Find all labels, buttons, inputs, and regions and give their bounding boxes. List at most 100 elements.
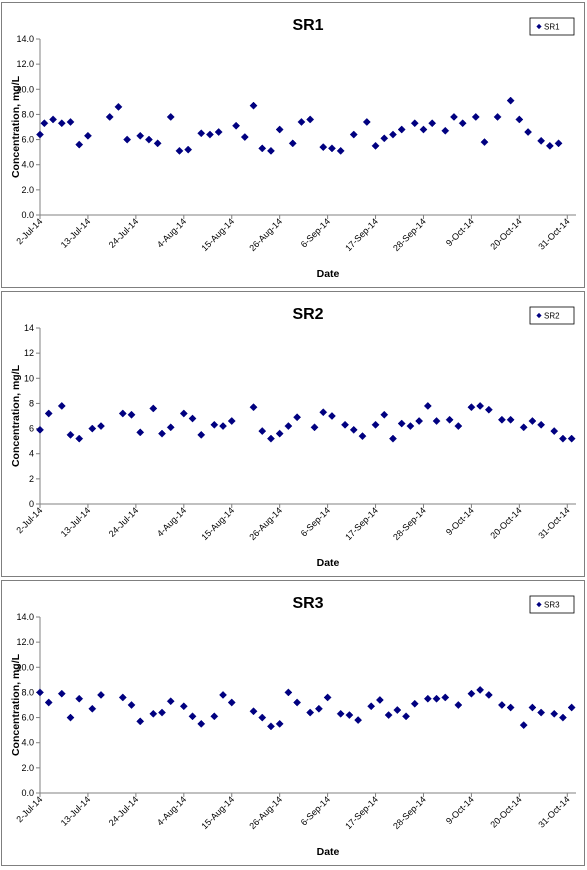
data-point: [441, 126, 450, 135]
x-axis-label: Date: [317, 557, 340, 569]
data-point: [432, 417, 441, 425]
y-tick-label: 8.0: [21, 687, 34, 697]
data-point: [197, 430, 206, 439]
data-point: [166, 112, 175, 121]
data-point: [484, 405, 493, 414]
data-point: [367, 702, 376, 711]
data-point: [550, 427, 559, 436]
legend-marker: [536, 23, 542, 30]
data-point: [354, 716, 363, 725]
data-point: [397, 419, 406, 428]
data-point: [410, 699, 419, 708]
data-point: [476, 685, 485, 694]
data-point: [118, 409, 127, 418]
data-point: [375, 696, 384, 704]
data-point: [389, 434, 397, 443]
y-tick-label: 12.0: [16, 59, 34, 69]
data-point: [454, 701, 463, 709]
x-tick-label: 2-Jul-14: [14, 794, 44, 824]
y-axis-label: Concentration, mg/L: [10, 653, 22, 756]
data-point: [57, 119, 66, 128]
data-point: [288, 139, 297, 148]
data-point: [57, 401, 66, 410]
data-point: [310, 423, 319, 432]
legend-label: SR1: [544, 23, 560, 32]
data-point: [153, 139, 162, 148]
data-point: [105, 112, 114, 121]
data-point: [210, 712, 219, 721]
legend-box: [529, 306, 575, 325]
x-tick-label: 6-Sep-14: [299, 794, 332, 827]
x-tick-label: 15-Aug-14: [199, 216, 236, 253]
data-point: [567, 434, 576, 443]
y-tick-label: 8.0: [21, 109, 34, 119]
data-point: [57, 689, 66, 698]
data-point: [36, 130, 44, 139]
data-point: [249, 403, 258, 412]
y-tick-label: 2.0: [21, 185, 34, 195]
x-tick-label: 26-Aug-14: [247, 794, 284, 831]
x-tick-label: 4-Aug-14: [155, 505, 188, 538]
chart-svg-sr1: SR1 0.0 2.0 4.0 6.0 8.0 10.0 12.0 14.0 2-Jul-14 13…: [10, 17, 576, 280]
data-point: [166, 423, 175, 432]
data-point: [66, 118, 75, 126]
x-tick-label: 24-Jul-14: [107, 505, 141, 539]
x-tick-label: 31-Oct-14: [536, 216, 571, 251]
y-tick-label: 6.0: [21, 135, 34, 145]
y-tick-label: 4.0: [21, 160, 34, 170]
data-point: [519, 721, 528, 730]
data-point: [328, 144, 336, 153]
data-point: [293, 413, 302, 422]
data-point: [323, 693, 332, 702]
data-point: [149, 709, 158, 718]
data-point: [205, 130, 214, 139]
data-point: [197, 129, 206, 138]
data-point: [297, 118, 306, 126]
data-point: [114, 102, 123, 111]
legend-marker: [536, 312, 542, 319]
y-tick-label: 8: [29, 398, 34, 408]
data-point: [319, 143, 328, 152]
x-tick-label: 9-Oct-14: [444, 794, 476, 826]
data-point: [118, 693, 127, 702]
data-point: [136, 428, 145, 437]
x-tick-label: 2-Jul-14: [14, 216, 44, 246]
x-tick-label: 9-Oct-14: [444, 216, 476, 248]
y-tick-label: 0.0: [21, 210, 34, 220]
x-tick-label: 26-Aug-14: [247, 216, 284, 253]
data-point: [232, 121, 241, 130]
data-point: [493, 112, 502, 121]
data-point: [179, 409, 188, 418]
data-point: [458, 119, 467, 128]
legend-label: SR3: [544, 601, 560, 610]
x-tick-label: 20-Oct-14: [488, 216, 523, 251]
y-tick-label: 0: [29, 499, 34, 509]
data-point: [293, 698, 302, 707]
data-point: [36, 425, 44, 434]
data-point: [227, 417, 236, 425]
x-tick-label: 15-Aug-14: [199, 505, 236, 542]
data-point: [423, 401, 432, 410]
data-point: [127, 410, 136, 419]
x-tick-label: 2-Jul-14: [14, 505, 44, 535]
x-tick-label: 28-Sep-14: [391, 216, 428, 253]
data-point: [484, 690, 493, 699]
data-point: [219, 422, 227, 431]
y-tick-label: 14: [24, 323, 34, 333]
data-point: [515, 115, 524, 124]
y-tick-label: 6: [29, 424, 34, 434]
data-point: [554, 139, 563, 148]
data-point: [258, 713, 267, 722]
data-point: [423, 694, 432, 703]
data-point: [471, 112, 480, 121]
x-tick-label: 28-Sep-14: [391, 794, 428, 831]
data-point: [519, 423, 528, 432]
data-point: [345, 711, 354, 720]
legend-label: SR2: [544, 312, 560, 321]
data-point: [537, 708, 546, 717]
y-axis-label: Concentration, mg/L: [10, 75, 22, 178]
chart-svg-sr3: SR3 0.0 2.0 4.0 6.0 8.0 10.0 12.0 14.0 2-Jul-14 13…: [10, 595, 576, 858]
data-point: [389, 130, 397, 139]
x-tick-label: 13-Jul-14: [59, 505, 93, 539]
data-point: [362, 118, 371, 126]
